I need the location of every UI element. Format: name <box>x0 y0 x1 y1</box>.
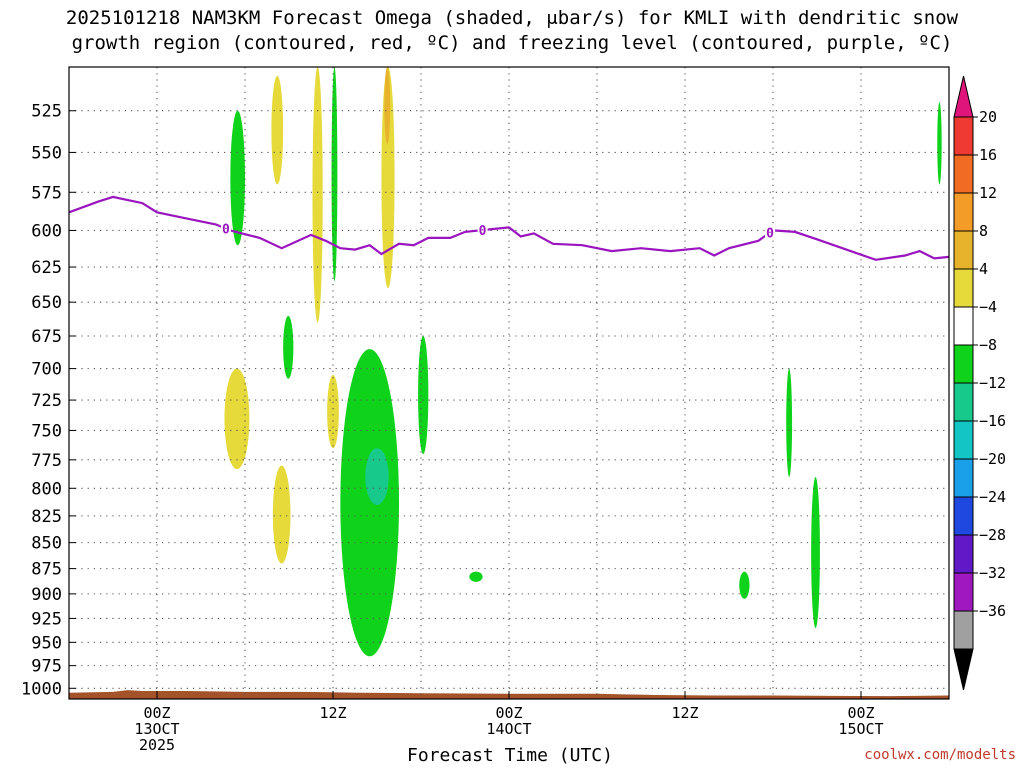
freezing-level-label-2: 0 <box>479 224 487 239</box>
y-tick-label-900: 900 <box>31 585 62 605</box>
freezing-level-label-bg-1 <box>220 221 231 236</box>
y-tick-label-775: 775 <box>31 451 62 471</box>
y-axis: 525 550 575 600 625 650 675 700 725 750 775 800 825 8… <box>21 102 76 699</box>
x-tick-label-3-1: 00Z <box>495 704 522 722</box>
colorbar: 20 16 12 8 4 −4 −8 −12 −16 −20 −24 −28 −32 −36 <box>953 75 1006 691</box>
omega-region-6 <box>384 67 391 145</box>
x-tick-label-4-1: 12Z <box>671 704 698 722</box>
colorbar-label-3: 12 <box>979 184 997 202</box>
credit-text: coolwx.com/modelts <box>864 747 1016 763</box>
y-tick-label-650: 650 <box>31 293 62 313</box>
y-tick-label-950: 950 <box>31 633 62 653</box>
colorbar-bin-1 <box>953 116 974 156</box>
y-tick-label-625: 625 <box>31 258 62 278</box>
chart-title-line-2: growth region (contoured, red, ºC) and f… <box>71 32 953 54</box>
freezing-level-label-1: 0 <box>222 223 230 238</box>
omega-region-7 <box>283 315 294 379</box>
omega-region-10 <box>327 374 339 449</box>
colorbar-label-6: −4 <box>979 298 997 316</box>
colorbar-label-10: −20 <box>979 450 1006 468</box>
omega-region-18 <box>937 102 942 185</box>
y-tick-label-875: 875 <box>31 560 62 580</box>
colorbar-label-4: 8 <box>979 222 988 240</box>
omega-region-15 <box>739 571 750 599</box>
colorbar-label-2: 16 <box>979 146 997 164</box>
freezing-level-layer: 0 0 0 <box>69 195 949 261</box>
omega-region-8 <box>224 368 250 470</box>
chart-title: 2025101218 NAM3KM Forecast Omega (shaded… <box>0 6 1024 56</box>
colorbar-bin-8 <box>953 382 974 422</box>
y-tick-label-600: 600 <box>31 221 62 241</box>
omega-region-1 <box>230 110 246 246</box>
y-tick-label-850: 850 <box>31 534 62 554</box>
omega-region-4 <box>331 67 338 282</box>
y-tick-label-550: 550 <box>31 143 62 163</box>
colorbar-bin-11 <box>953 496 974 536</box>
colorbar-bin-3 <box>953 192 974 232</box>
x-tick-label-1-2: 13OCT <box>134 720 179 738</box>
x-tick-label-1-3: 2025 <box>139 736 175 754</box>
colorbar-label-7: −8 <box>979 336 997 354</box>
freezing-level-label-3: 0 <box>766 227 774 242</box>
colorbar-bottom-arrow <box>953 648 974 691</box>
freezing-level-label-bg-2 <box>477 223 488 238</box>
colorbar-bin-4 <box>953 230 974 270</box>
x-tick-label-5-2: 15OCT <box>838 720 883 738</box>
y-tick-label-675: 675 <box>31 327 62 347</box>
colorbar-label-13: −32 <box>979 564 1006 582</box>
y-tick-label-925: 925 <box>31 609 62 629</box>
chart-title-line-1: 2025101218 NAM3KM Forecast Omega (shaded… <box>65 7 959 29</box>
colorbar-top-arrow <box>953 75 974 118</box>
colorbar-bin-5 <box>953 268 974 308</box>
x-tick-label-5-1: 00Z <box>847 704 874 722</box>
omega-region-12 <box>365 448 389 505</box>
colorbar-label-9: −16 <box>979 412 1006 430</box>
y-tick-label-525: 525 <box>31 102 62 122</box>
colorbar-label-5: 4 <box>979 260 988 278</box>
colorbar-bin-10 <box>953 458 974 498</box>
colorbar-label-8: −12 <box>979 374 1006 392</box>
omega-region-11 <box>340 349 399 657</box>
colorbar-label-14: −36 <box>979 602 1006 620</box>
omega-region-13 <box>418 336 429 455</box>
x-tick-label-3-2: 14OCT <box>486 720 531 738</box>
colorbar-bin-9 <box>953 420 974 460</box>
y-tick-label-750: 750 <box>31 421 62 441</box>
x-tick-label-2-1: 12Z <box>319 704 346 722</box>
x-tick-label-1-1: 00Z <box>143 704 170 722</box>
colorbar-bin-14 <box>953 610 974 650</box>
omega-shading-layer <box>224 67 942 657</box>
omega-region-16 <box>786 368 793 478</box>
colorbar-bin-2 <box>953 154 974 194</box>
colorbar-bin-6 <box>953 306 974 346</box>
y-tick-label-725: 725 <box>31 391 62 411</box>
colorbar-label-1: 20 <box>979 108 997 126</box>
freezing-level-line <box>69 195 949 261</box>
colorbar-bin-7 <box>953 344 974 384</box>
omega-region-14 <box>469 571 483 582</box>
omega-region-2 <box>271 75 284 185</box>
y-tick-label-1000: 1000 <box>21 679 62 699</box>
colorbar-bin-13 <box>953 572 974 612</box>
colorbar-label-11: −24 <box>979 488 1006 506</box>
omega-region-17 <box>811 477 820 629</box>
omega-region-3 <box>312 67 323 323</box>
colorbar-label-12: −28 <box>979 526 1006 544</box>
y-tick-label-800: 800 <box>31 479 62 499</box>
colorbar-bin-12 <box>953 534 974 574</box>
y-tick-label-825: 825 <box>31 507 62 527</box>
x-axis-label: Forecast Time (UTC) <box>407 745 613 766</box>
y-tick-label-975: 975 <box>31 657 62 677</box>
y-tick-label-575: 575 <box>31 183 62 203</box>
omega-region-9 <box>272 465 291 564</box>
y-tick-label-700: 700 <box>31 360 62 380</box>
freezing-level-label-bg-3 <box>765 225 776 240</box>
